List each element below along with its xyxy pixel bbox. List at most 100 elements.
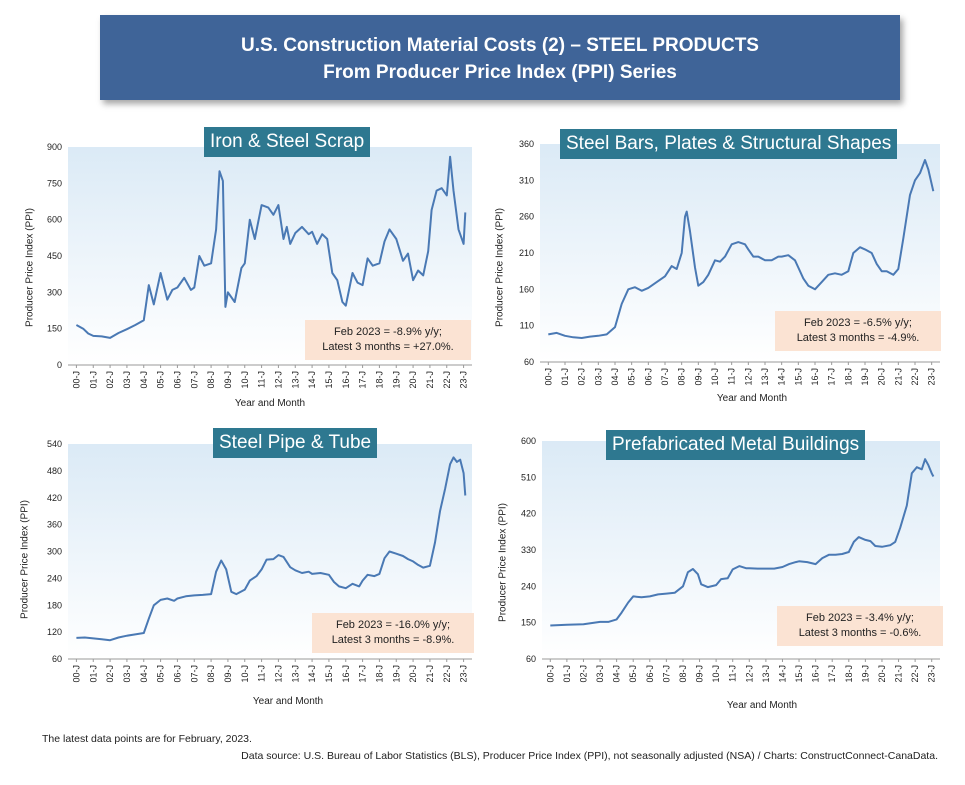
- chart-title: Steel Bars, Plates & Structural Shapes: [560, 129, 898, 159]
- x-tick-label: 23-J: [927, 368, 937, 386]
- x-tick-label: 15-J: [324, 371, 334, 389]
- y-tick-label: 160: [519, 284, 534, 294]
- x-tick-label: 00-J: [71, 665, 81, 683]
- annotation-line1: Feb 2023 = -8.9% y/y;: [334, 326, 442, 338]
- chart-steel-bars-plates: 60 110 160 210 260 310 360 00-J 01-J 02-J 03-J 04-J…: [480, 120, 960, 420]
- series-line: [548, 159, 935, 339]
- x-tick-label: 03-J: [122, 665, 132, 683]
- x-tick-label: 16-J: [341, 665, 351, 683]
- y-tick-label: 330: [521, 545, 536, 555]
- x-tick-label: 21-J: [894, 665, 904, 683]
- chart-title: Steel Pipe & Tube: [213, 428, 378, 458]
- subtitle: From Producer Price Index (PPI) Series: [323, 62, 677, 83]
- x-tick-label: 23-J: [459, 665, 469, 683]
- y-tick-label: 450: [47, 251, 62, 261]
- x-tick-label: 03-J: [122, 371, 132, 389]
- x-tick-label: 15-J: [324, 665, 334, 683]
- x-axis-label: Year and Month: [234, 398, 306, 409]
- chart-title: Iron & Steel Scrap: [204, 127, 371, 157]
- x-tick-label: 23-J: [927, 665, 937, 683]
- y-axis-label: Producer Price Index (PPI): [19, 500, 31, 619]
- series-line: [76, 456, 467, 642]
- annotation-line1: Feb 2023 = -3.4% y/y;: [806, 612, 914, 624]
- annotation: Feb 2023 = -16.0% y/y; Latest 3 months =…: [312, 613, 474, 653]
- x-tick-label: 07-J: [661, 665, 671, 683]
- x-tick-label: 07-J: [189, 371, 199, 389]
- footnote: The latest data points are for February,…: [42, 733, 252, 745]
- annotation: Feb 2023 = -8.9% y/y; Latest 3 months = …: [305, 320, 471, 360]
- x-tick-label: 18-J: [374, 371, 384, 389]
- x-tick-label: 16-J: [811, 665, 821, 683]
- chart-svg: 60 110 160 210 260 310 360 00-J 01-J 02-J 03-J 04-J…: [519, 139, 940, 386]
- x-tick-label: 06-J: [172, 665, 182, 683]
- y-tick-label: 120: [47, 627, 62, 637]
- annotation-line2: Latest 3 months = -8.9%.: [331, 634, 455, 646]
- x-tick-label: 11-J: [728, 665, 738, 682]
- x-tick-label: 11-J: [727, 368, 737, 385]
- series-line: [75, 155, 467, 339]
- x-tick-label: 04-J: [139, 665, 149, 683]
- y-tick-label: 900: [47, 142, 62, 152]
- x-tick-label: 05-J: [627, 368, 637, 386]
- x-tick-label: 15-J: [794, 665, 804, 683]
- y-tick-label: 300: [47, 287, 62, 297]
- x-tick-label: 08-J: [677, 368, 687, 386]
- x-tick-label: 23-J: [459, 371, 469, 389]
- x-tick-label: 15-J: [793, 368, 803, 386]
- x-tick-label: 22-J: [442, 665, 452, 683]
- y-tick-label: 60: [52, 654, 62, 664]
- x-tick-label: 05-J: [628, 665, 638, 683]
- x-tick-label: 20-J: [408, 371, 418, 389]
- chart-svg: 0 150 300 450 600 750 900 00-J 01-J 02-J 03-J 04-J 0…: [47, 142, 472, 389]
- x-tick-label: 17-J: [358, 371, 368, 389]
- x-tick-label: 19-J: [391, 371, 401, 389]
- x-axis-label: Year and Month: [716, 393, 788, 404]
- x-tick-label: 02-J: [105, 665, 115, 683]
- x-tick-label: 10-J: [711, 665, 721, 683]
- y-tick-label: 60: [524, 357, 534, 367]
- x-tick-label: 21-J: [425, 665, 435, 683]
- x-tick-label: 13-J: [761, 665, 771, 683]
- y-tick-label: 360: [47, 520, 62, 530]
- y-tick-label: 310: [519, 175, 534, 185]
- x-tick-label: 11-J: [257, 665, 267, 682]
- x-tick-label: 12-J: [743, 368, 753, 386]
- x-tick-label: 00-J: [543, 368, 553, 386]
- x-tick-label: 04-J: [610, 368, 620, 386]
- y-tick-label: 0: [57, 360, 62, 370]
- chart-steel-pipe-tube: 60 120 180 240 300 360 420 480 540 00-J 01-J 02-J 03…: [0, 420, 480, 720]
- x-tick-label: 21-J: [425, 371, 435, 389]
- x-tick-label: 19-J: [860, 368, 870, 386]
- y-tick-label: 260: [519, 212, 534, 222]
- x-tick-label: 13-J: [760, 368, 770, 386]
- x-tick-label: 21-J: [893, 368, 903, 386]
- x-tick-label: 12-J: [744, 665, 754, 683]
- y-tick-label: 360: [519, 139, 534, 149]
- x-tick-label: 10-J: [710, 368, 720, 386]
- x-tick-label: 18-J: [374, 665, 384, 683]
- y-tick-label: 240: [521, 581, 536, 591]
- x-tick-label: 18-J: [843, 368, 853, 386]
- x-tick-label: 17-J: [827, 368, 837, 386]
- x-tick-label: 13-J: [290, 665, 300, 683]
- annotation: Feb 2023 = -6.5% y/y; Latest 3 months = …: [775, 311, 941, 351]
- chart-svg: 60 120 180 240 300 360 420 480 540 00-J 01-J 02-J 03…: [47, 439, 472, 683]
- x-tick-label: 03-J: [593, 368, 603, 386]
- annotation-line1: Feb 2023 = -16.0% y/y;: [335, 619, 451, 631]
- x-axis-label: Year and Month: [252, 696, 324, 707]
- x-tick-label: 01-J: [88, 371, 98, 389]
- x-tick-label: 09-J: [223, 371, 233, 389]
- y-tick-label: 420: [47, 493, 62, 503]
- y-tick-label: 540: [47, 439, 62, 449]
- x-tick-label: 03-J: [595, 665, 605, 683]
- y-tick-label: 60: [526, 654, 536, 664]
- x-tick-label: 20-J: [877, 368, 887, 386]
- x-tick-label: 01-J: [562, 665, 572, 683]
- x-tick-label: 00-J: [71, 371, 81, 389]
- x-tick-label: 01-J: [88, 665, 98, 683]
- x-tick-label: 19-J: [860, 665, 870, 683]
- x-tick-label: 06-J: [172, 371, 182, 389]
- x-tick-label: 07-J: [189, 665, 199, 683]
- x-tick-label: 12-J: [273, 371, 283, 389]
- y-tick-label: 600: [521, 436, 536, 446]
